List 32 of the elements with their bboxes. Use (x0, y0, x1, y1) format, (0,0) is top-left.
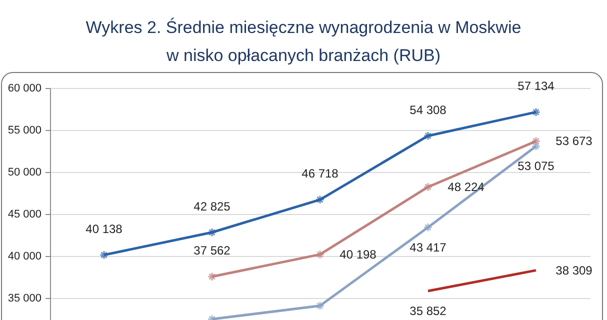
y-tick-label: 45 000 (8, 208, 42, 221)
point (315, 250, 325, 260)
y-tick-label: 50 000 (8, 166, 42, 179)
y-tick-label: 35 000 (8, 292, 42, 305)
point (531, 142, 541, 151)
data-label: 40 198 (340, 247, 377, 262)
data-label: 48 224 (448, 180, 485, 194)
point (315, 301, 325, 310)
data-label: 46 718 (302, 166, 339, 181)
data-label: 42 825 (194, 199, 231, 214)
point (531, 107, 541, 117)
data-label: 38 309 (556, 263, 593, 278)
data-label: 37 562 (194, 244, 231, 258)
point (423, 222, 433, 232)
point (423, 131, 433, 140)
y-tick-label: 60 000 (8, 82, 42, 94)
data-label: 40 138 (86, 222, 123, 236)
point (315, 195, 325, 204)
y-tick-label: 40 000 (8, 250, 42, 263)
data-label: 54 308 (410, 102, 447, 117)
point (531, 136, 541, 146)
data-label: 57 134 (518, 79, 555, 94)
data-label: 53 673 (556, 134, 593, 148)
point (99, 250, 109, 260)
point (207, 272, 217, 282)
point (423, 182, 433, 192)
chart-title: Wykres 2. Średnie miesięczne wynagrodzenia w Moskwie w nisko opłacanych branżach (RUB) (84, 16, 522, 67)
y-tick-label: 55 000 (8, 124, 42, 137)
data-label: 43 417 (410, 240, 447, 254)
data-label: 35 852 (410, 304, 447, 318)
data-label: 53 075 (518, 159, 555, 174)
point (207, 228, 217, 237)
